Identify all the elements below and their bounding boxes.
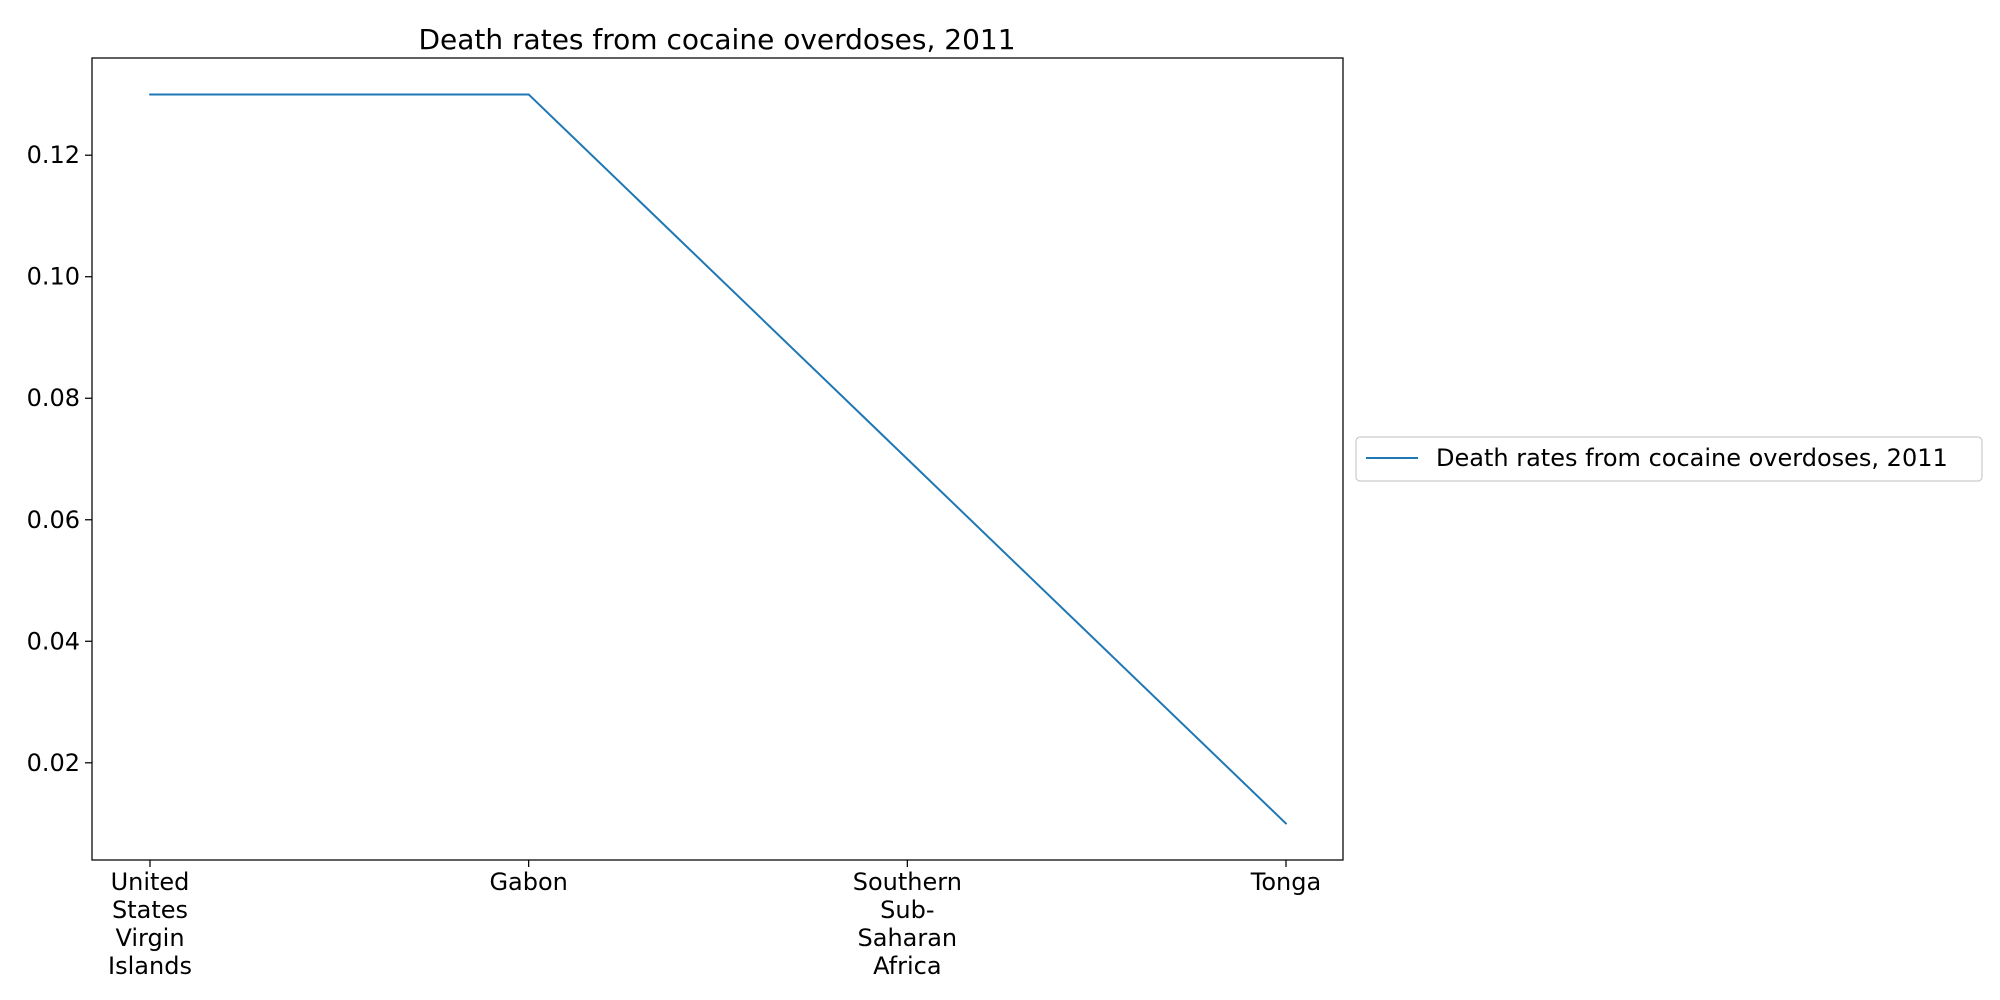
x-tick-label: Tonga bbox=[1250, 868, 1321, 896]
x-tick-label: Gabon bbox=[489, 868, 567, 896]
legend: Death rates from cocaine overdoses, 2011 bbox=[1355, 436, 1983, 482]
legend-box bbox=[1355, 436, 1983, 482]
data-point bbox=[527, 93, 530, 96]
y-tick-label: 0.06 bbox=[27, 506, 80, 534]
data-point bbox=[1285, 822, 1287, 825]
y-tick-label: 0.04 bbox=[27, 627, 80, 655]
y-tick-label: 0.10 bbox=[27, 263, 80, 291]
plot-frame bbox=[91, 57, 1344, 861]
legend-label: Death rates from cocaine overdoses, 2011 bbox=[1436, 444, 1948, 472]
series-line bbox=[150, 93, 1287, 825]
x-axis: United States Virgin Islands Gabon Southern Su… bbox=[108, 860, 1321, 980]
data-point bbox=[149, 93, 151, 96]
x-tick-label: United States Virgin Islands bbox=[108, 868, 192, 980]
plot-area: 0.02 0.04 0.06 0.08 0.10 0.12 United States Vir… bbox=[27, 57, 1344, 980]
series-layer bbox=[149, 93, 1287, 825]
chart-title: Death rates from cocaine overdoses, 2011 bbox=[418, 23, 1015, 56]
y-axis: 0.02 0.04 0.06 0.08 0.10 0.12 bbox=[27, 141, 92, 777]
data-point bbox=[906, 458, 909, 460]
x-tick-label: Southern Sub-Saharan Africa bbox=[853, 868, 962, 980]
y-tick-label: 0.02 bbox=[27, 749, 80, 777]
y-tick-label: 0.08 bbox=[27, 384, 80, 412]
y-tick-label: 0.12 bbox=[27, 141, 80, 169]
